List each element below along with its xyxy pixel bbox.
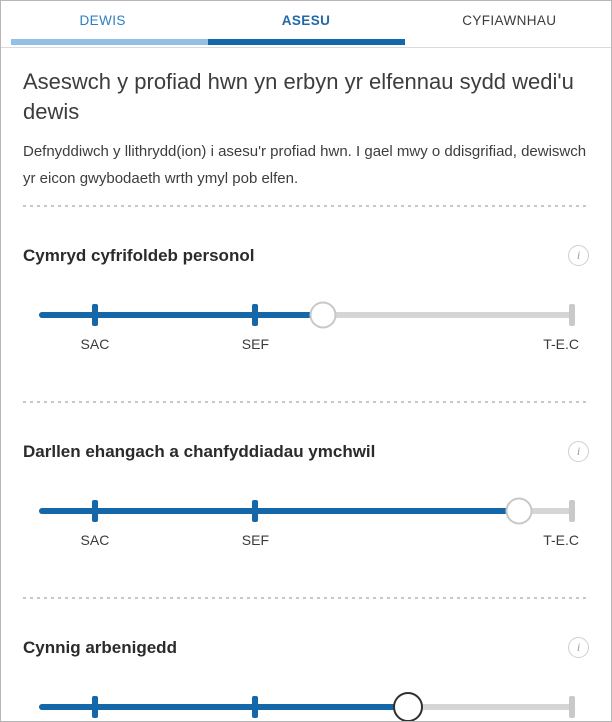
- slider-handle[interactable]: [505, 497, 533, 525]
- tab-cyfiawnhau-label: CYFIAWNHAU: [462, 12, 557, 28]
- criterion-section-2: Darllen ehangach a chanfyddiadau ymchwil…: [23, 441, 589, 550]
- info-icon[interactable]: i: [568, 441, 589, 462]
- tick-tec: [569, 304, 575, 326]
- scale-label-sef: SEF: [241, 336, 270, 352]
- criterion-section-1: Cymryd cyfrifoldeb personol i SAC SEF T-…: [23, 245, 589, 354]
- page-title: Aseswch y profiad hwn yn erbyn yr elfenn…: [23, 69, 574, 124]
- divider: [23, 205, 589, 207]
- tick-tec: [569, 696, 575, 718]
- tab-bar: DEWIS ASESU CYFIAWNHAU: [1, 1, 611, 48]
- divider: [23, 401, 589, 403]
- tick-tec: [569, 500, 575, 522]
- scale-label-sef: SEF: [241, 532, 270, 548]
- criterion-title: Cynnig arbenigedd: [23, 637, 177, 657]
- tab-dewis[interactable]: DEWIS: [1, 1, 204, 39]
- scale-label-tec: T-E.C: [543, 336, 579, 352]
- tick-sef: [252, 304, 259, 326]
- scale-labels: SAC SEF T-E.C: [39, 532, 579, 550]
- assessment-slider[interactable]: [39, 692, 575, 721]
- divider: [23, 597, 589, 599]
- info-icon[interactable]: i: [568, 245, 589, 266]
- tab-dewis-label: DEWIS: [79, 12, 126, 28]
- criterion-title: Darllen ehangach a chanfyddiadau ymchwil: [23, 441, 376, 461]
- tab-progress-bar: [1, 39, 611, 45]
- scale-labels: SAC SEF T-E.C: [39, 336, 579, 354]
- assessment-slider[interactable]: [39, 497, 575, 525]
- assessment-slider[interactable]: [39, 301, 575, 329]
- tick-sef: [252, 500, 259, 522]
- criterion-title: Cymryd cyfrifoldeb personol: [23, 245, 255, 265]
- tab-cyfiawnhau[interactable]: CYFIAWNHAU: [408, 1, 611, 39]
- progress-segment-visited: [11, 39, 208, 45]
- scale-label-tec: T-E.C: [543, 532, 579, 548]
- slider-handle[interactable]: [309, 301, 337, 329]
- criterion-section-3: Cynnig arbenigedd i SAC SEF T-E.C: [23, 637, 589, 721]
- tick-sac: [91, 500, 98, 522]
- tick-sef: [252, 696, 259, 718]
- slider-handle[interactable]: [393, 692, 424, 721]
- scale-label-sac: SAC: [80, 532, 110, 548]
- slider-fill: [39, 312, 324, 318]
- slider-fill: [39, 704, 409, 710]
- tab-asesu[interactable]: ASESU: [204, 1, 407, 39]
- info-icon[interactable]: i: [568, 637, 589, 658]
- progress-segment-active: [208, 39, 405, 45]
- page-description: Defnyddiwch y llithrydd(ion) i asesu'r p…: [23, 143, 587, 187]
- scale-label-sac: SAC: [80, 336, 110, 352]
- tick-sac: [91, 696, 98, 718]
- tab-asesu-label: ASESU: [281, 12, 331, 28]
- tick-sac: [91, 304, 98, 326]
- slider-fill: [39, 508, 519, 514]
